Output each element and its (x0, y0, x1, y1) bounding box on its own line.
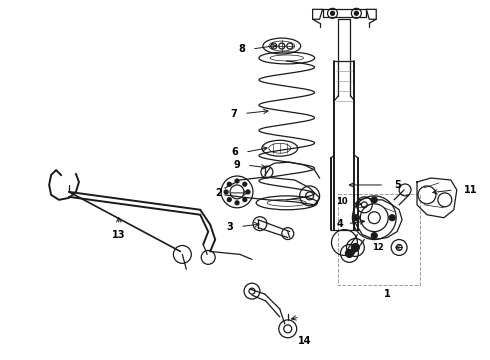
Circle shape (227, 198, 231, 202)
Text: 9: 9 (234, 160, 241, 170)
Circle shape (389, 215, 395, 221)
Circle shape (331, 11, 335, 15)
Circle shape (243, 198, 247, 202)
Circle shape (235, 179, 239, 183)
Circle shape (353, 215, 359, 221)
Circle shape (354, 11, 358, 15)
Text: 2: 2 (215, 188, 221, 198)
Circle shape (371, 197, 377, 203)
Text: 3: 3 (227, 222, 233, 231)
Text: 1: 1 (384, 289, 391, 299)
Text: 6: 6 (232, 147, 239, 157)
Circle shape (227, 182, 231, 186)
Circle shape (351, 243, 359, 251)
Text: 8: 8 (239, 44, 245, 54)
Text: 10: 10 (336, 197, 347, 206)
Circle shape (246, 190, 250, 194)
Circle shape (345, 249, 353, 257)
Text: 14: 14 (298, 336, 312, 346)
Circle shape (243, 182, 247, 186)
Text: 11: 11 (464, 185, 477, 195)
Text: 13: 13 (112, 230, 125, 239)
Circle shape (224, 190, 228, 194)
Text: 7: 7 (231, 108, 238, 118)
Circle shape (235, 201, 239, 205)
Text: 4: 4 (337, 219, 344, 229)
Circle shape (371, 233, 377, 239)
Text: 5: 5 (394, 180, 401, 190)
Text: 12: 12 (372, 243, 384, 252)
